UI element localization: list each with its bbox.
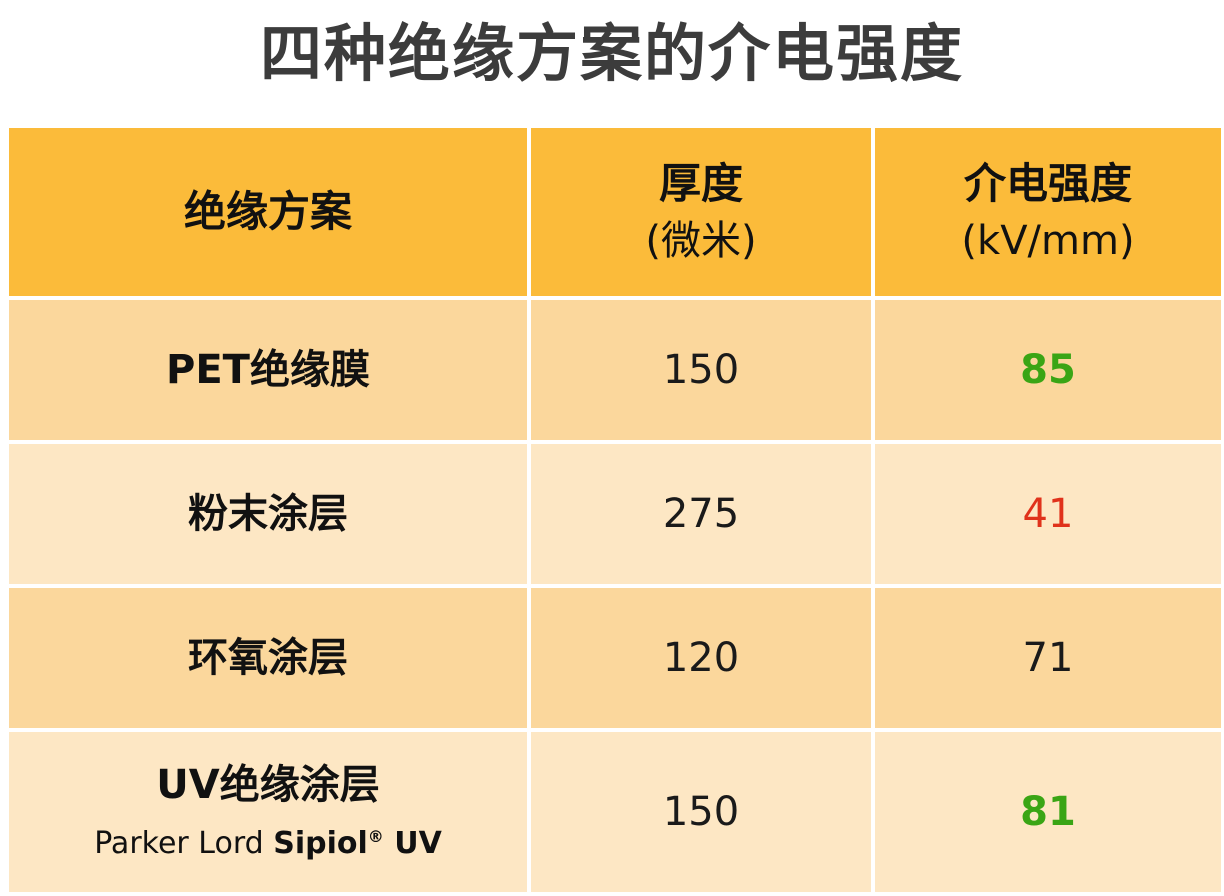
scheme-cell: 环氧涂层: [9, 588, 527, 728]
header-scheme: 绝缘方案: [9, 128, 527, 296]
dielectric-strength-table: 绝缘方案 厚度 (微米) 介电强度 (kV/mm) PET绝缘膜 150 85 …: [5, 124, 1224, 896]
thickness-cell: 150: [531, 732, 871, 892]
strength-value: 71: [1022, 635, 1074, 681]
thickness-value: 275: [662, 491, 740, 537]
thickness-value: 150: [662, 789, 740, 835]
thickness-cell: 120: [531, 588, 871, 728]
scheme-name: 环氧涂层: [188, 635, 348, 681]
header-strength-label: 介电强度: [963, 159, 1132, 208]
strength-value: 81: [1020, 789, 1076, 835]
strength-cell: 85: [875, 300, 1221, 440]
thickness-value: 120: [662, 635, 740, 681]
table-row: 粉末涂层 275 41: [9, 444, 1221, 584]
thickness-value: 150: [662, 347, 740, 393]
thickness-cell: 150: [531, 300, 871, 440]
scheme-cell: 粉末涂层: [9, 444, 527, 584]
registered-mark: ®: [367, 826, 384, 846]
header-thickness: 厚度 (微米): [531, 128, 871, 296]
thickness-cell: 275: [531, 444, 871, 584]
scheme-cell: PET绝缘膜: [9, 300, 527, 440]
table-header-row: 绝缘方案 厚度 (微米) 介电强度 (kV/mm): [9, 128, 1221, 296]
header-strength-unit: (kV/mm): [961, 218, 1135, 264]
scheme-name: UV绝缘涂层: [156, 761, 380, 808]
header-scheme-label: 绝缘方案: [183, 187, 352, 236]
scheme-name: 粉末涂层: [188, 491, 348, 537]
strength-cell: 81: [875, 732, 1221, 892]
strength-cell: 41: [875, 444, 1221, 584]
brand-prefix: Parker Lord: [94, 825, 274, 861]
strength-value: 41: [1022, 491, 1074, 537]
brand-name: Parker Lord Sipiol® UV: [9, 815, 527, 866]
scheme-name: PET绝缘膜: [166, 347, 370, 393]
strength-value: 85: [1020, 347, 1076, 393]
brand-bold: Sipiol: [273, 825, 368, 861]
scheme-cell: UV绝缘涂层 Parker Lord Sipiol® UV: [9, 732, 527, 892]
page-title: 四种绝缘方案的介电强度: [259, 17, 964, 90]
table-row: UV绝缘涂层 Parker Lord Sipiol® UV 150 81: [9, 732, 1221, 892]
header-strength: 介电强度 (kV/mm): [875, 128, 1221, 296]
brand-suffix: UV: [383, 825, 442, 861]
table-row: 环氧涂层 120 71: [9, 588, 1221, 728]
strength-cell: 71: [875, 588, 1221, 728]
header-thickness-label: 厚度: [658, 159, 743, 208]
header-thickness-unit: (微米): [645, 218, 757, 264]
table-row: PET绝缘膜 150 85: [9, 300, 1221, 440]
